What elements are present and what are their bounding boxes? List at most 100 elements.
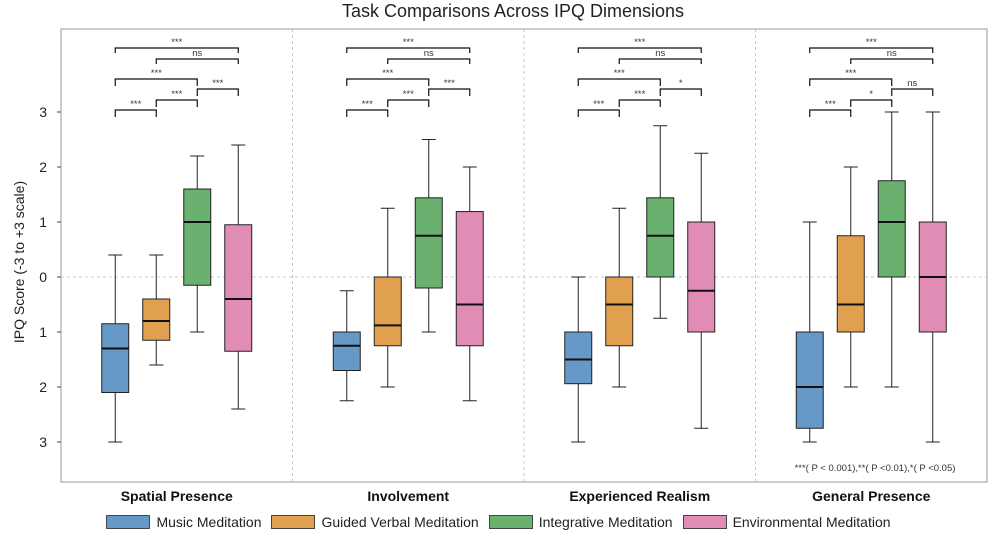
bracket-line [577, 47, 702, 53]
significance-layer: ************ns***************ns*********… [114, 37, 934, 117]
significance-bracket: *** [114, 37, 239, 53]
significance-bracket: *** [618, 89, 661, 107]
significance-bracket: *** [577, 68, 661, 86]
box-guided-verbal-meditation [605, 207, 634, 388]
significance-label: *** [130, 99, 141, 110]
box-music-meditation [101, 254, 130, 443]
significance-label: ns [907, 78, 917, 89]
bracket-line [809, 47, 934, 53]
box-iqr [646, 197, 675, 278]
box-music-meditation [795, 221, 824, 443]
significance-bracket: *** [196, 78, 239, 96]
box-integrative-meditation [183, 155, 212, 333]
bracket-line [618, 99, 661, 107]
box-integrative-meditation [414, 139, 443, 333]
bracket-line [577, 109, 620, 117]
significance-label: *** [171, 37, 182, 48]
boxplot-chart: Task Comparisons Across IPQ Dimensions I… [11, 1, 988, 504]
y-tick-label: 3 [39, 434, 47, 450]
bracket-line [114, 109, 157, 117]
bracket-line [114, 78, 198, 86]
box-iqr [414, 197, 443, 289]
y-tick-label: 0 [39, 269, 47, 285]
box-guided-verbal-meditation [373, 207, 402, 388]
significance-bracket: *** [387, 89, 430, 107]
legend-item: Guided Verbal Meditation [271, 514, 479, 530]
bracket-line [346, 47, 471, 53]
significance-label: *** [593, 99, 604, 110]
y-tick-label: 1 [39, 214, 47, 230]
box-iqr [687, 221, 716, 333]
significance-bracket: ns [850, 48, 934, 64]
legend: Music Meditation Guided Verbal Meditation… [0, 510, 997, 534]
box-guided-verbal-meditation [142, 254, 171, 366]
box-environmental-meditation [455, 166, 484, 402]
group-labels: Spatial Presence Involvement Experienced R… [121, 488, 931, 504]
significance-label: *** [382, 68, 393, 79]
significance-label: *** [634, 89, 645, 100]
box-iqr [836, 235, 865, 333]
grid-layer [61, 29, 987, 482]
group-label: Spatial Presence [121, 488, 233, 504]
box-iqr [142, 298, 171, 341]
significance-label: *** [614, 68, 625, 79]
legend-swatch [106, 515, 151, 529]
significance-label: *** [634, 37, 645, 48]
group-label: General Presence [812, 488, 931, 504]
box-iqr [183, 188, 212, 286]
significance-bracket: *** [155, 89, 198, 107]
box-iqr [332, 331, 361, 371]
box-music-meditation [564, 276, 593, 443]
box-music-meditation [332, 290, 361, 402]
legend-item: Environmental Meditation [682, 514, 891, 530]
bracket-line [618, 58, 702, 64]
box-integrative-meditation [877, 111, 906, 388]
significance-label: *** [212, 78, 223, 89]
significance-bracket: *** [346, 68, 430, 86]
y-axis-ticks: 3 2 1 0 1 2 3 [39, 104, 61, 450]
box-iqr [373, 276, 402, 347]
significance-label: ns [655, 48, 665, 59]
significance-bracket: ns [155, 48, 239, 64]
legend-swatch [271, 515, 316, 529]
y-tick-label: 1 [39, 324, 47, 340]
legend-swatch [488, 515, 533, 529]
significance-bracket: ns [387, 48, 471, 64]
bracket-line [428, 88, 471, 96]
significance-annotation: ***( P < 0.001),**( P <0.01),*( P <0.05) [795, 463, 956, 474]
significance-bracket: ns [618, 48, 702, 64]
y-tick-label: 2 [39, 159, 47, 175]
legend-label: Guided Verbal Meditation [321, 514, 479, 530]
box-integrative-meditation [646, 125, 675, 319]
significance-bracket: * [850, 89, 893, 107]
box-iqr [455, 211, 484, 347]
legend-swatch [682, 515, 727, 529]
legend-label: Integrative Meditation [538, 514, 673, 530]
bracket-line [809, 109, 852, 117]
significance-label: *** [362, 99, 373, 110]
bracket-line [850, 99, 893, 107]
bracket-line [155, 99, 198, 107]
box-environmental-meditation [918, 111, 947, 443]
significance-label: * [679, 78, 683, 89]
bracket-line [387, 58, 471, 64]
y-tick-label: 2 [39, 379, 47, 395]
box-iqr [564, 331, 593, 385]
significance-label: ns [192, 48, 202, 59]
bracket-line [387, 99, 430, 107]
box-iqr [605, 276, 634, 347]
box-environmental-meditation [687, 152, 716, 429]
bracket-line [114, 47, 239, 53]
significance-bracket: *** [577, 37, 702, 53]
significance-label: *** [444, 78, 455, 89]
bracket-line [155, 58, 239, 64]
chart-title: Task Comparisons Across IPQ Dimensions [342, 1, 684, 21]
box-iqr [101, 323, 130, 393]
group-label: Involvement [367, 488, 449, 504]
box-iqr [795, 331, 824, 429]
significance-label: *** [151, 68, 162, 79]
bracket-line [809, 78, 893, 86]
significance-bracket: ns [891, 78, 934, 96]
significance-bracket: *** [577, 99, 620, 117]
legend-label: Environmental Meditation [732, 514, 891, 530]
